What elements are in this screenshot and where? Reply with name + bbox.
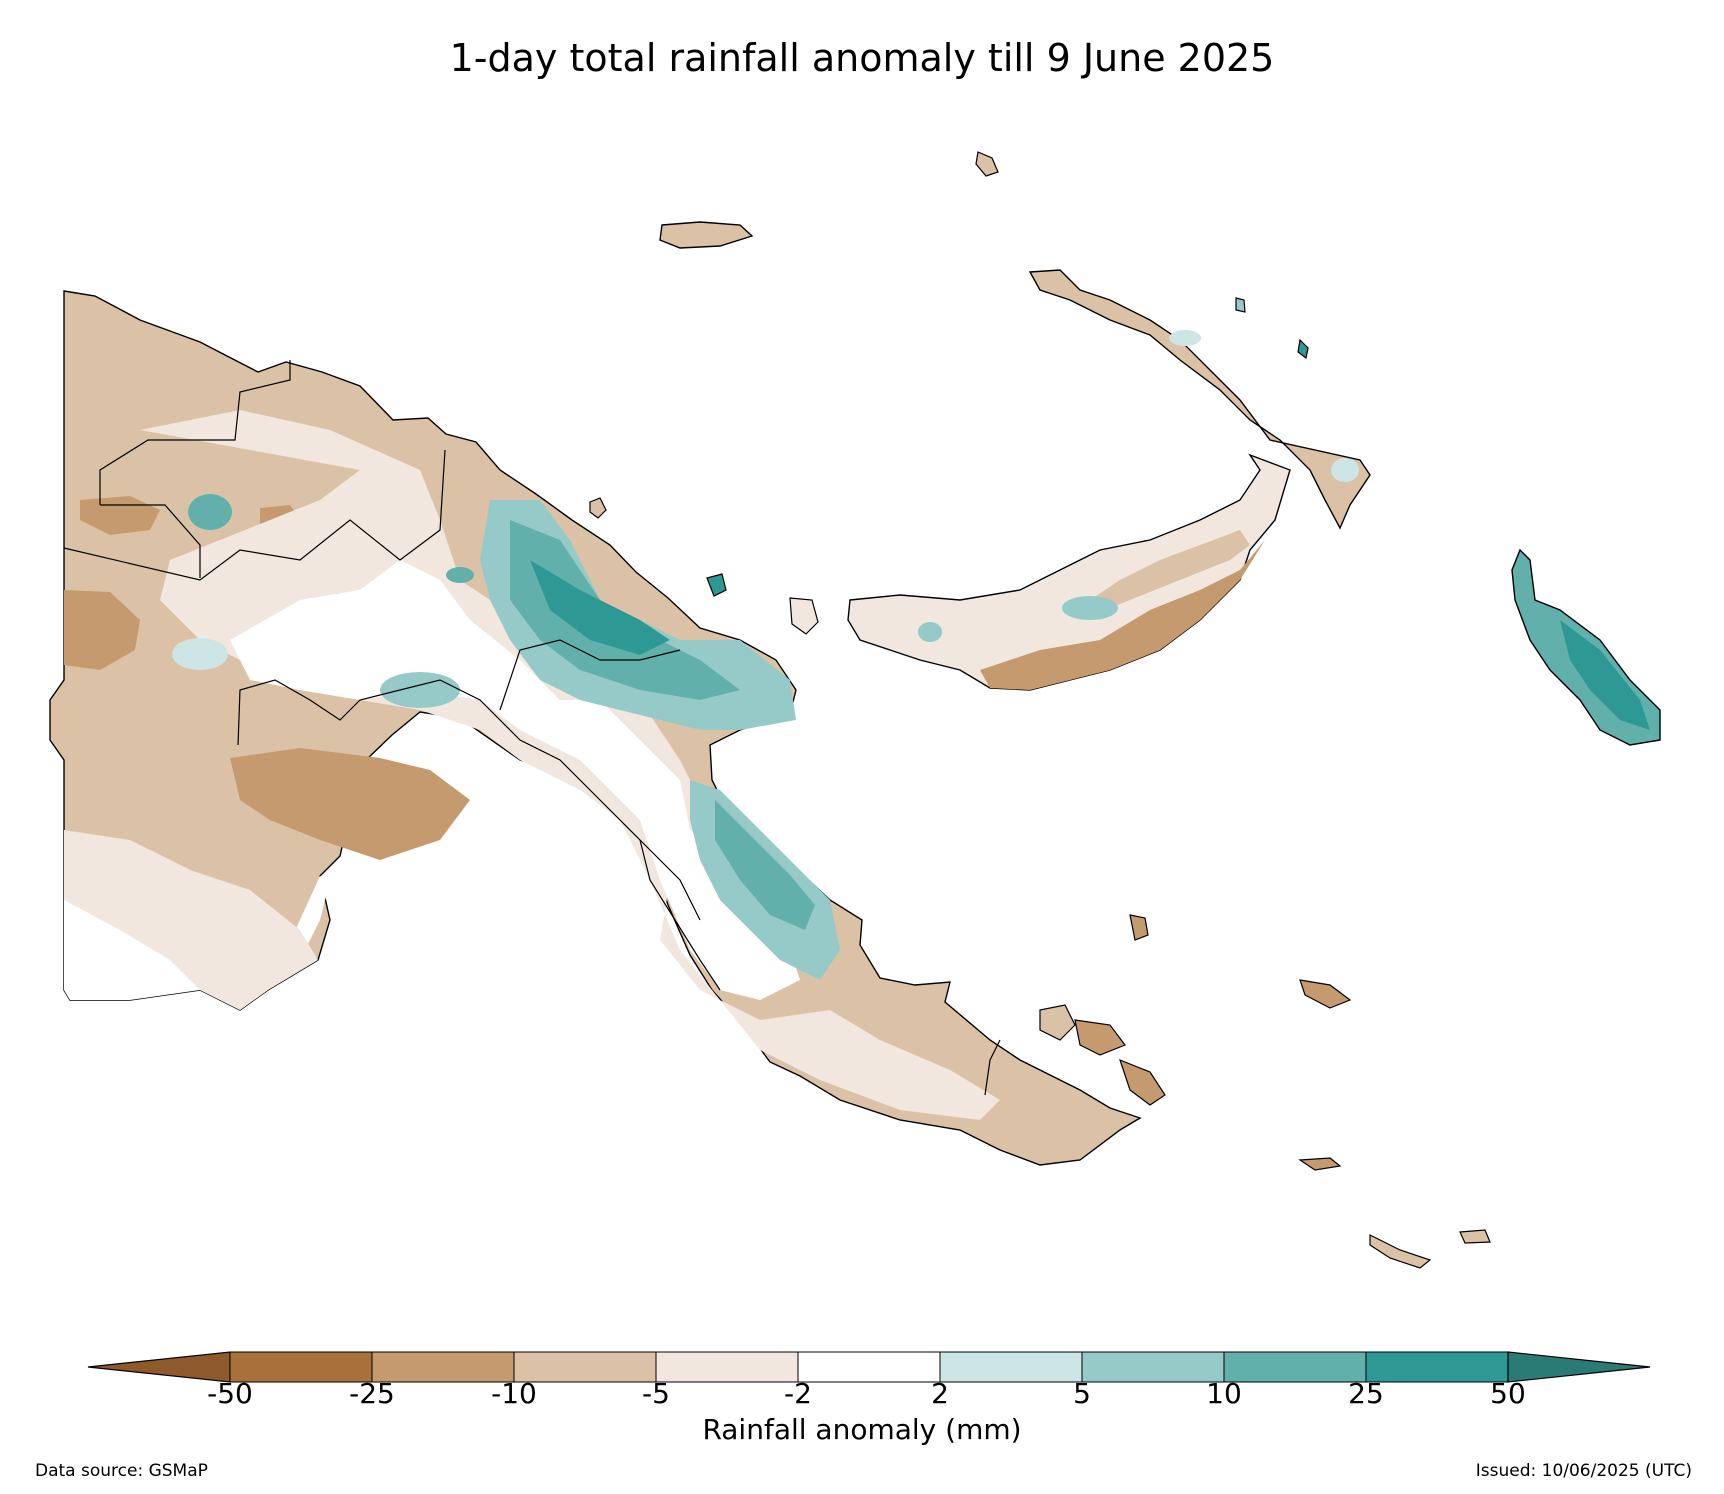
- enga-spot: [172, 638, 228, 670]
- west-dark-patch: [64, 590, 140, 670]
- new-britain-wet-spot: [1062, 596, 1118, 620]
- highlands-neutral-zone: [230, 560, 800, 1000]
- colorbar-tick: 5: [1073, 1377, 1091, 1410]
- colorbar-segment: [939, 1351, 1083, 1383]
- province-boundaries: [63, 360, 1001, 1096]
- fergusson-island: [1074, 1019, 1126, 1056]
- karkar-island: [589, 497, 607, 519]
- new-britain-dark: [980, 540, 1265, 690]
- morobe-core: [715, 800, 815, 930]
- new-britain-mid: [1080, 530, 1250, 620]
- colorbar-segment: [655, 1351, 799, 1383]
- bougainville-core: [1560, 620, 1650, 730]
- normanby-island: [1119, 1058, 1166, 1106]
- mussau-island: [975, 151, 999, 177]
- colorbar-segment: [1365, 1351, 1509, 1383]
- new-ireland-wet-spot: [1331, 458, 1359, 482]
- colorbar-tick: 50: [1490, 1377, 1526, 1410]
- nissan-island: [1297, 338, 1309, 360]
- umboi-island: [789, 597, 819, 635]
- goodenough-island: [1039, 1004, 1076, 1041]
- rossel-island: [1459, 1229, 1491, 1244]
- long-island: [706, 573, 727, 597]
- colorbar-segment: [1223, 1351, 1367, 1383]
- colorbar: [87, 1351, 1651, 1383]
- colorbar-tick: -25: [349, 1377, 395, 1410]
- woodlark-island: [1299, 979, 1352, 1009]
- colorbar-tick: -2: [784, 1377, 812, 1410]
- colorbar-tick: 2: [931, 1377, 949, 1410]
- new-ireland: [1028, 269, 1371, 530]
- colorbar-tick: 10: [1206, 1377, 1242, 1410]
- madang-core: [510, 520, 740, 700]
- south-dark-patch: [230, 748, 470, 860]
- colorbar-segment: [229, 1351, 373, 1383]
- trobriand-island: [1129, 914, 1149, 941]
- colorbar-segment: [1081, 1351, 1225, 1383]
- colorbar-tick: -10: [491, 1377, 537, 1410]
- colorbar-extend-high: [1507, 1351, 1651, 1383]
- south-light-band: [64, 830, 318, 1010]
- western-highlands-spot: [188, 494, 232, 530]
- new-ireland-wet-spot-2: [1169, 330, 1201, 346]
- colorbar-tick: -50: [207, 1377, 253, 1410]
- data-source-note: Data source: GSMaP: [35, 1461, 208, 1481]
- map-title: 1-day total rainfall anomaly till 9 June…: [449, 36, 1275, 80]
- new-britain-wet-spot-2: [918, 622, 942, 642]
- sandaun-spot: [446, 567, 474, 583]
- issued-date-note: Issued: 10/06/2025 (UTC): [1475, 1461, 1692, 1481]
- manus-island: [659, 221, 754, 249]
- highlands-light-zone: [140, 410, 1000, 1120]
- rainfall-anomaly-map: [49, 151, 1661, 1269]
- colorbar-label: Rainfall anomaly (mm): [702, 1413, 1022, 1446]
- colorbar-segment: [797, 1351, 941, 1383]
- madang-peak: [530, 560, 670, 655]
- east-sepik-spot: [380, 672, 460, 708]
- lihir-island: [1235, 297, 1246, 313]
- colorbar-segment: [371, 1351, 515, 1383]
- north-dark-patch-1: [80, 496, 160, 535]
- colorbar-tick: 25: [1348, 1377, 1384, 1410]
- misima-island: [1298, 1157, 1342, 1171]
- colorbar-tick: -5: [642, 1377, 670, 1410]
- sudest-island: [1369, 1234, 1432, 1269]
